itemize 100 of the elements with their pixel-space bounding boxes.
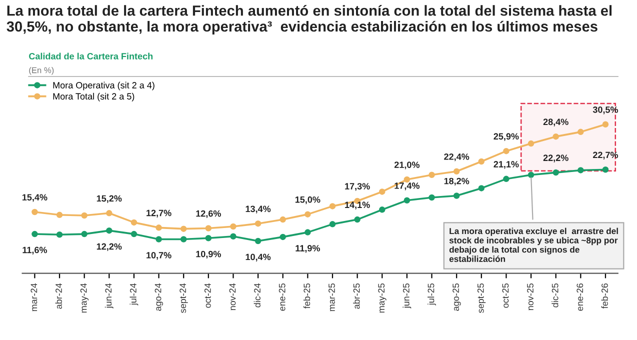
- x-tick-label: abr-24: [55, 283, 62, 309]
- legend-label: Mora Operativa (sit 2 a 4): [53, 82, 154, 90]
- x-tick-label: sept-25: [477, 283, 486, 313]
- x-tick-label: mar-25: [328, 283, 335, 312]
- point: [552, 169, 559, 176]
- data-label: 10,9%: [196, 250, 221, 259]
- chart-subtitle: Calidad de la Cartera Fintech: [29, 52, 153, 60]
- data-label: 17,3%: [345, 183, 370, 191]
- x-tick-label: may-25: [378, 283, 386, 313]
- x-tick-label: ene-26: [576, 283, 584, 311]
- data-label: 21,0%: [394, 162, 420, 170]
- point: [280, 234, 286, 240]
- point: [254, 220, 262, 227]
- point: [32, 208, 38, 216]
- data-label: 18,2%: [444, 178, 470, 186]
- point: [304, 211, 311, 218]
- x-tick-label: abr-25: [353, 283, 360, 309]
- x-tick-label: feb-26: [601, 283, 608, 309]
- x-tick-label: may-24: [80, 283, 89, 313]
- data-label: 28,4%: [543, 118, 568, 126]
- point: [205, 225, 212, 232]
- point: [329, 203, 336, 210]
- point: [379, 206, 386, 213]
- data-label: 12,2%: [96, 243, 122, 252]
- point: [453, 168, 460, 175]
- x-tick-label: jun-24: [104, 283, 114, 308]
- data-label: 22,4%: [444, 153, 470, 162]
- data-label: 15,4%: [22, 194, 48, 202]
- x-tick-label: oct-25: [502, 283, 509, 308]
- data-label: 10,7%: [146, 252, 172, 260]
- data-label: 12,6%: [196, 210, 221, 218]
- point: [578, 167, 584, 174]
- data-label: 22,2%: [543, 154, 568, 162]
- data-label: 11,6%: [22, 246, 48, 254]
- x-tick-label: ago-25: [452, 283, 461, 311]
- data-label: 14,1%: [345, 202, 370, 210]
- data-label: 11,9%: [296, 245, 320, 253]
- x-tick-label: dic-24: [254, 283, 260, 308]
- point: [230, 223, 236, 230]
- point: [602, 121, 609, 128]
- point: [130, 230, 138, 238]
- x-tick-label: feb-25: [303, 283, 310, 309]
- data-label: 22,7%: [592, 152, 618, 160]
- x-tick-label: nov-25: [527, 283, 534, 310]
- x-tick-label: ago-24: [154, 283, 163, 311]
- x-tick-label: jun-25: [402, 283, 412, 308]
- point: [503, 176, 510, 182]
- point: [156, 224, 162, 231]
- point: [230, 233, 236, 240]
- point: [130, 219, 138, 226]
- point: [528, 172, 534, 178]
- point: [528, 140, 534, 147]
- point: [404, 176, 410, 183]
- point: [602, 166, 609, 173]
- point: [81, 230, 88, 238]
- point: [453, 192, 460, 199]
- point: [180, 236, 187, 242]
- point: [254, 238, 262, 244]
- data-label: 25,9%: [494, 133, 519, 141]
- chart-title: La mora total de la cartera Fintech aumentó en sintonía con la total del sistema hasta el 30,5%, no obstante, la mora operativa³ evidencia estabilización en los últimos meses: [6, 4, 612, 35]
- x-tick-label: ene-25: [278, 283, 286, 311]
- data-label: 15,0%: [295, 196, 320, 204]
- point: [379, 188, 386, 195]
- point: [478, 158, 485, 165]
- point: [81, 212, 88, 219]
- point: [280, 216, 286, 223]
- data-label: 21,1%: [494, 161, 519, 169]
- data-label: 13,4%: [246, 206, 271, 214]
- point: [304, 229, 311, 236]
- point: [428, 172, 435, 178]
- point: [578, 128, 584, 136]
- point: [106, 227, 112, 234]
- point: [106, 210, 112, 216]
- point: [205, 234, 212, 242]
- point: [404, 197, 410, 204]
- point: [428, 194, 435, 201]
- point: [503, 148, 510, 154]
- x-tick-label: nov-24: [229, 283, 236, 310]
- point: [56, 232, 63, 238]
- legend-label: Mora Total (sit 2 a 5): [53, 92, 134, 102]
- x-tick-label: jul-25: [428, 283, 436, 306]
- x-tick-label: dic-25: [552, 283, 558, 308]
- point: [56, 212, 63, 218]
- data-label: 17,4%: [394, 182, 420, 190]
- point: [552, 133, 559, 140]
- data-label: 10,4%: [246, 254, 271, 262]
- data-label: 15,2%: [96, 195, 122, 203]
- point: [156, 236, 162, 242]
- point: [180, 226, 187, 232]
- x-tick-label: mar-24: [30, 283, 38, 312]
- x-tick-label: jul-24: [130, 283, 138, 306]
- point: [478, 185, 485, 192]
- x-tick-label: sept-24: [180, 283, 188, 313]
- x-tick-label: oct-24: [204, 283, 211, 308]
- point: [354, 216, 360, 223]
- point: [32, 230, 38, 238]
- data-label: 12,7%: [146, 210, 172, 218]
- annotation: La mora operativa excluye el arrastre del stock de incobrables y se ubica ~8pp por debajo de la total con signos de estabilización: [449, 228, 618, 262]
- point: [329, 221, 336, 228]
- text: (En %): [29, 67, 54, 75]
